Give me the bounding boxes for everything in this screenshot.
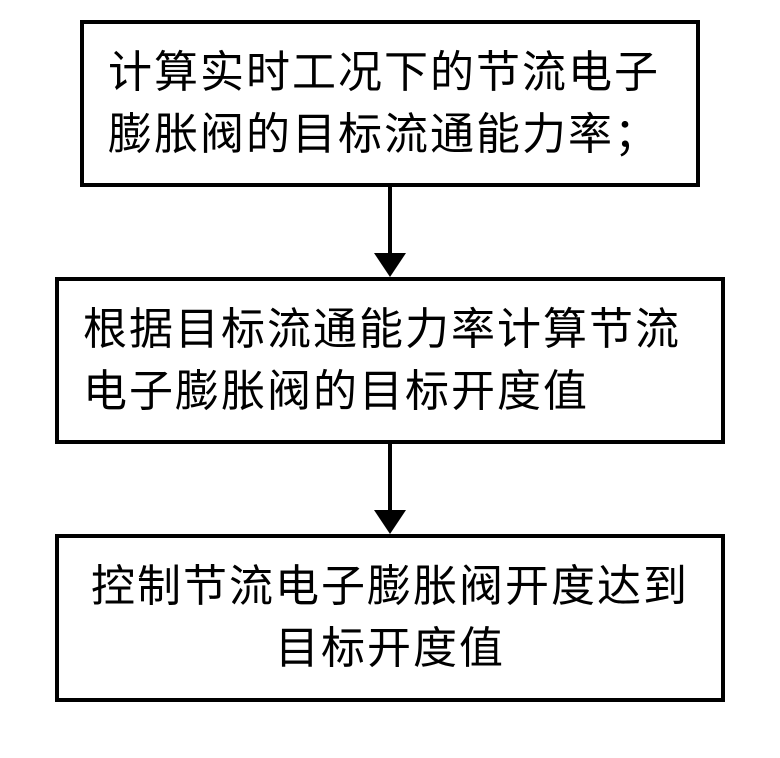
flowchart-step-2: 根据目标流通能力率计算节流电子膨胀阀的目标开度值 <box>55 277 725 444</box>
flowchart-container: 计算实时工况下的节流电子膨胀阀的目标流通能力率； 根据目标流通能力率计算节流电子… <box>55 20 725 702</box>
arrow-1 <box>374 187 406 277</box>
step-2-text: 根据目标流通能力率计算节流电子膨胀阀的目标开度值 <box>83 299 697 422</box>
arrow-2-line <box>388 444 392 510</box>
flowchart-step-1: 计算实时工况下的节流电子膨胀阀的目标流通能力率； <box>80 20 700 187</box>
arrow-2-head <box>374 510 406 534</box>
flowchart-step-3: 控制节流电子膨胀阀开度达到目标开度值 <box>55 534 725 701</box>
arrow-2 <box>374 444 406 534</box>
step-1-text: 计算实时工况下的节流电子膨胀阀的目标流通能力率； <box>108 42 672 165</box>
arrow-1-head <box>374 253 406 277</box>
arrow-1-line <box>388 187 392 253</box>
step-3-text: 控制节流电子膨胀阀开度达到目标开度值 <box>83 556 697 679</box>
